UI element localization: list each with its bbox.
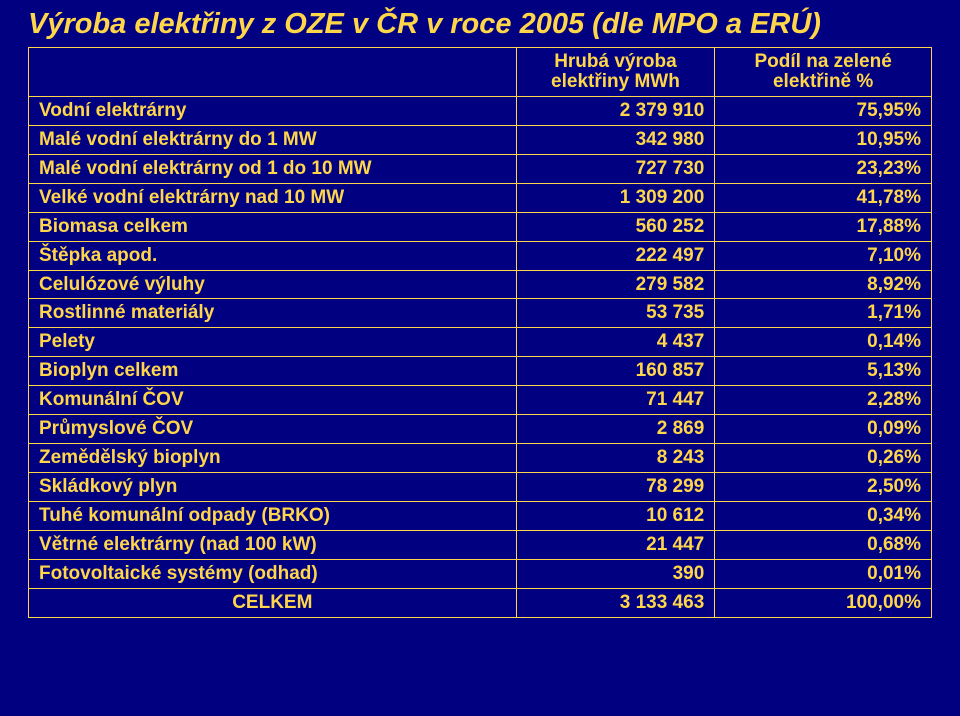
row-value: 560 252 bbox=[516, 212, 715, 241]
row-share: 41,78% bbox=[715, 183, 932, 212]
table-row: Zemědělský bioplyn8 2430,26% bbox=[29, 444, 932, 473]
table-row: Rostlinné materiály53 7351,71% bbox=[29, 299, 932, 328]
table-row: Větrné elektrárny (nad 100 kW)21 4470,68… bbox=[29, 530, 932, 559]
table-row: Skládkový plyn78 2992,50% bbox=[29, 473, 932, 502]
row-value: 8 243 bbox=[516, 444, 715, 473]
row-share: 0,01% bbox=[715, 559, 932, 588]
row-label: Celulózové výluhy bbox=[29, 270, 517, 299]
table-row: Malé vodní elektrárny od 1 do 10 MW727 7… bbox=[29, 154, 932, 183]
row-label: Biomasa celkem bbox=[29, 212, 517, 241]
table-row: Tuhé komunální odpady (BRKO)10 6120,34% bbox=[29, 502, 932, 531]
row-share: 5,13% bbox=[715, 357, 932, 386]
row-label: Malé vodní elektrárny do 1 MW bbox=[29, 125, 517, 154]
row-share: 7,10% bbox=[715, 241, 932, 270]
table-header-share: Podíl na zelené elektřině % bbox=[715, 48, 932, 97]
row-value: 53 735 bbox=[516, 299, 715, 328]
row-share: 8,92% bbox=[715, 270, 932, 299]
row-value: 279 582 bbox=[516, 270, 715, 299]
header-share-line1: Podíl na zelené bbox=[755, 51, 892, 72]
row-value: 342 980 bbox=[516, 125, 715, 154]
table-row: Vodní elektrárny2 379 91075,95% bbox=[29, 96, 932, 125]
header-share-line2: elektřině % bbox=[773, 71, 873, 92]
table-row: Celulózové výluhy279 5828,92% bbox=[29, 270, 932, 299]
row-value: 160 857 bbox=[516, 357, 715, 386]
row-label: Větrné elektrárny (nad 100 kW) bbox=[29, 530, 517, 559]
row-label: Malé vodní elektrárny od 1 do 10 MW bbox=[29, 154, 517, 183]
header-value-line2: elektřiny MWh bbox=[551, 71, 680, 92]
row-value: 2 869 bbox=[516, 415, 715, 444]
row-value: 78 299 bbox=[516, 473, 715, 502]
row-label: Fotovoltaické systémy (odhad) bbox=[29, 559, 517, 588]
row-share: 2,50% bbox=[715, 473, 932, 502]
row-share: 10,95% bbox=[715, 125, 932, 154]
row-value: 2 379 910 bbox=[516, 96, 715, 125]
row-label: Bioplyn celkem bbox=[29, 357, 517, 386]
row-label: Komunální ČOV bbox=[29, 386, 517, 415]
table-row: Bioplyn celkem160 8575,13% bbox=[29, 357, 932, 386]
row-value: 390 bbox=[516, 559, 715, 588]
row-label: Tuhé komunální odpady (BRKO) bbox=[29, 502, 517, 531]
row-label: Rostlinné materiály bbox=[29, 299, 517, 328]
row-value: 1 309 200 bbox=[516, 183, 715, 212]
table-total-row: CELKEM3 133 463100,00% bbox=[29, 588, 932, 617]
row-share: 0,09% bbox=[715, 415, 932, 444]
table-row: Průmyslové ČOV2 8690,09% bbox=[29, 415, 932, 444]
table-row: Pelety4 4370,14% bbox=[29, 328, 932, 357]
table-row: Komunální ČOV71 4472,28% bbox=[29, 386, 932, 415]
row-label: Vodní elektrárny bbox=[29, 96, 517, 125]
table-row: Fotovoltaické systémy (odhad)3900,01% bbox=[29, 559, 932, 588]
row-label: Pelety bbox=[29, 328, 517, 357]
row-share: 17,88% bbox=[715, 212, 932, 241]
row-share: 0,26% bbox=[715, 444, 932, 473]
table-row: Malé vodní elektrárny do 1 MW342 98010,9… bbox=[29, 125, 932, 154]
row-label: Štěpka apod. bbox=[29, 241, 517, 270]
header-value-line1: Hrubá výroba bbox=[554, 51, 676, 72]
table-row: Štěpka apod.222 4977,10% bbox=[29, 241, 932, 270]
table-row: Biomasa celkem560 25217,88% bbox=[29, 212, 932, 241]
total-label: CELKEM bbox=[29, 588, 517, 617]
page-title: Výroba elektřiny z OZE v ČR v roce 2005 … bbox=[28, 8, 932, 41]
row-value: 222 497 bbox=[516, 241, 715, 270]
row-label: Velké vodní elektrárny nad 10 MW bbox=[29, 183, 517, 212]
row-label: Průmyslové ČOV bbox=[29, 415, 517, 444]
row-value: 71 447 bbox=[516, 386, 715, 415]
table-header-value: Hrubá výroba elektřiny MWh bbox=[516, 48, 715, 97]
row-share: 1,71% bbox=[715, 299, 932, 328]
row-label: Zemědělský bioplyn bbox=[29, 444, 517, 473]
row-label: Skládkový plyn bbox=[29, 473, 517, 502]
row-share: 23,23% bbox=[715, 154, 932, 183]
row-share: 75,95% bbox=[715, 96, 932, 125]
row-value: 727 730 bbox=[516, 154, 715, 183]
data-table: Hrubá výroba elektřiny MWh Podíl na zele… bbox=[28, 47, 932, 618]
row-value: 4 437 bbox=[516, 328, 715, 357]
row-share: 0,68% bbox=[715, 530, 932, 559]
row-value: 10 612 bbox=[516, 502, 715, 531]
table-header-blank bbox=[29, 48, 517, 97]
row-value: 21 447 bbox=[516, 530, 715, 559]
row-share: 2,28% bbox=[715, 386, 932, 415]
table-row: Velké vodní elektrárny nad 10 MW1 309 20… bbox=[29, 183, 932, 212]
row-share: 0,34% bbox=[715, 502, 932, 531]
row-share: 0,14% bbox=[715, 328, 932, 357]
table-header-row: Hrubá výroba elektřiny MWh Podíl na zele… bbox=[29, 48, 932, 97]
total-value: 3 133 463 bbox=[516, 588, 715, 617]
total-share: 100,00% bbox=[715, 588, 932, 617]
